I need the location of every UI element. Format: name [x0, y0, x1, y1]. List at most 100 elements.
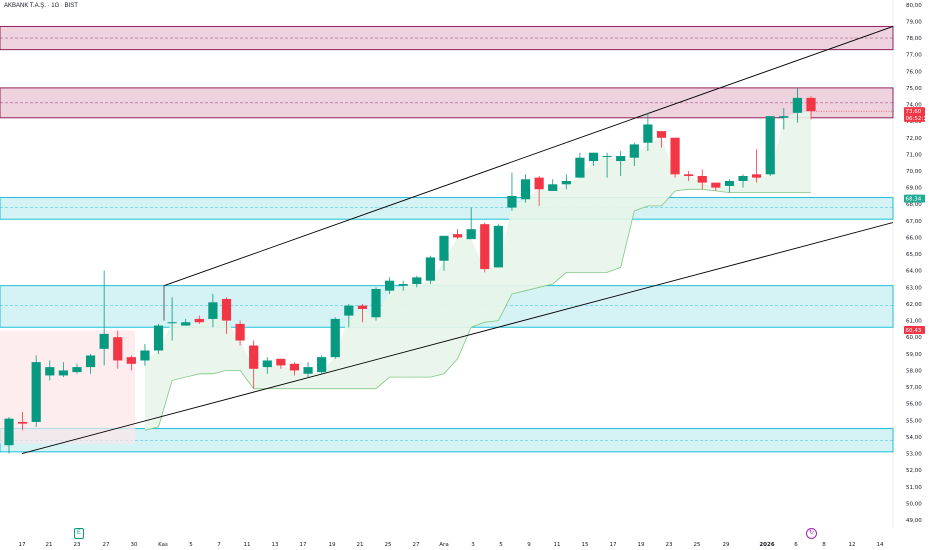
candle-body	[616, 156, 626, 162]
candle-body	[357, 305, 368, 309]
candle-body	[806, 97, 816, 112]
x-tick-label: 14	[877, 542, 884, 548]
candle-body	[208, 302, 218, 319]
candle-body	[45, 367, 55, 376]
x-tick-label: 9	[527, 542, 531, 548]
candle-body	[629, 144, 639, 158]
price-tag-bg	[904, 194, 925, 203]
y-tick-label: 65,00	[906, 252, 922, 258]
y-tick-label: 73,00	[906, 119, 922, 125]
candle-body	[249, 345, 259, 369]
candle-body	[276, 358, 286, 366]
y-tick-label: 57,00	[906, 385, 922, 391]
y-tick-label: 55,00	[906, 418, 922, 424]
y-tick-label: 66,00	[906, 235, 922, 241]
x-tick-label: 17	[19, 542, 26, 548]
candle-body	[697, 175, 707, 183]
candle-body	[561, 180, 571, 185]
candle-body	[317, 357, 327, 373]
y-tick-label: 72,00	[906, 136, 922, 142]
x-tick-label: Ara	[439, 542, 448, 548]
y-tick-label: 53,00	[906, 452, 922, 458]
y-tick-label: 80,00	[906, 3, 922, 9]
price-tag-label: 06:52:17	[906, 116, 931, 122]
x-tick-label: 8	[822, 542, 826, 548]
x-tick-label: 15	[582, 542, 589, 548]
zone-blue-2	[0, 197, 894, 220]
y-tick-label: 59,00	[906, 352, 922, 358]
y-tick-label: 78,00	[906, 36, 922, 42]
candle-body	[17, 421, 28, 424]
candle-body	[303, 367, 313, 374]
x-tick-label: 5	[499, 542, 503, 548]
x-tick-label: 3	[471, 542, 475, 548]
x-tick-label: 11	[554, 542, 561, 548]
candle-body	[670, 137, 680, 175]
chart-title: AKBANK T.A.Ş. · 1G · BIST	[4, 3, 78, 9]
candle-body	[31, 362, 41, 422]
upper-trendline	[163, 25, 894, 287]
candle-body	[643, 124, 653, 143]
x-tick-label: 6	[794, 542, 798, 548]
candle-body	[575, 157, 585, 178]
candle-body	[507, 195, 517, 208]
candle-body	[398, 284, 408, 286]
candle-body	[452, 234, 463, 238]
x-tick-label: 12	[849, 542, 856, 548]
y-tick-label: 75,00	[906, 86, 922, 92]
x-tick-label: 21	[46, 542, 53, 548]
candle-body	[493, 225, 503, 268]
candle-body	[738, 175, 748, 181]
candle-body	[72, 367, 82, 373]
candle-body	[779, 116, 789, 118]
earnings-flag-icon[interactable]: E	[74, 528, 84, 539]
x-tick-label: 17	[610, 542, 617, 548]
y-tick-label: 51,00	[906, 485, 922, 491]
y-tick-label: 70,00	[906, 169, 922, 175]
candle-body	[181, 322, 191, 326]
price-tag-bg	[904, 113, 925, 122]
x-tick-label: 5	[189, 542, 193, 548]
cloud-fill	[144, 111, 811, 431]
y-tick-label: 56,00	[906, 402, 922, 408]
y-tick-label: 63,00	[906, 285, 922, 291]
y-tick-label: 68,00	[906, 202, 922, 208]
candle-body	[602, 156, 612, 158]
y-tick-label: 52,00	[906, 468, 922, 474]
candle-body	[425, 257, 435, 281]
y-tick-label: 69,00	[906, 186, 922, 192]
candle-body	[85, 355, 96, 368]
candle-body	[194, 318, 204, 323]
x-tick-label: 27	[413, 542, 420, 548]
x-tick-label: 27	[103, 542, 110, 548]
x-tick-label: 23	[74, 542, 81, 548]
candle-body	[439, 235, 449, 261]
candle-body	[588, 152, 599, 162]
candle-body	[140, 350, 150, 361]
candle-body	[724, 180, 735, 186]
y-tick-label: 74,00	[906, 103, 922, 109]
x-tick-label: Kas	[158, 542, 168, 548]
y-tick-label: 64,00	[906, 269, 922, 275]
x-tick-label: 17	[300, 542, 307, 548]
candle-body	[534, 177, 544, 190]
candle-body	[262, 360, 272, 368]
lower-trendline	[21, 222, 894, 454]
candle-body	[656, 131, 667, 138]
candle-body	[4, 418, 14, 446]
cloud-line	[144, 188, 811, 431]
price-tag-label: 73,60	[906, 109, 922, 115]
price-tag-bg	[904, 107, 925, 116]
candle-body	[344, 305, 354, 316]
candle-body	[548, 184, 558, 191]
y-tick-label: 54,00	[906, 435, 922, 441]
candle-body	[520, 179, 531, 200]
y-tick-label: 61,00	[906, 319, 922, 325]
event-marker-icon[interactable]: ↻	[806, 528, 817, 539]
candle-body	[153, 325, 164, 351]
x-tick-label: 25	[385, 542, 392, 548]
x-tick-label: 7	[217, 542, 221, 548]
x-tick-label: 11	[244, 542, 251, 548]
candle-body	[412, 277, 422, 285]
